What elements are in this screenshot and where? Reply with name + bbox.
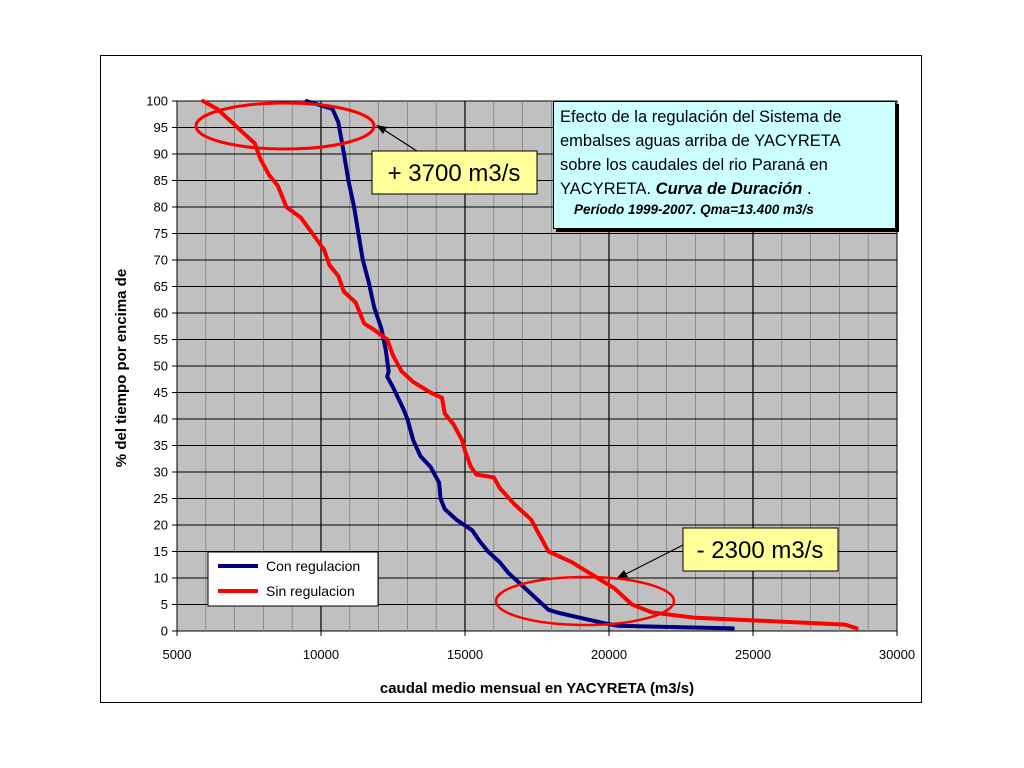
y-tick-label: 20 (154, 518, 168, 533)
y-tick-label: 30 (154, 465, 168, 480)
bottom-callout-text: - 2300 m3/s (697, 537, 824, 564)
x-axis-title: caudal medio mensual en YACYRETA (m3/s) (380, 680, 694, 697)
info-line-2: embalses aguas arriba de YACYRETA (560, 132, 841, 150)
info-line-4-emphasis: Curva de Duración (655, 180, 803, 198)
top-callout-arrowhead (376, 125, 387, 134)
y-tick-label: 95 (154, 120, 168, 135)
y-tick-label: 25 (154, 491, 168, 506)
info-line-3: sobre los caudales del rio Paraná en (560, 156, 828, 174)
info-line-4-suffix: . (802, 180, 812, 198)
series-line-sin-regulacion (200, 99, 859, 631)
y-tick-label: 85 (154, 173, 168, 188)
series-lines (200, 99, 859, 631)
top-callout-text: + 3700 m3/s (388, 160, 521, 187)
info-line-1: Efecto de la regulación del Sistema de (560, 108, 842, 126)
y-tick-label: 100 (146, 94, 168, 109)
y-tick-label: 65 (154, 279, 168, 294)
y-tick-label: 60 (154, 306, 168, 321)
y-tick-label: 55 (154, 332, 168, 347)
y-tick-label: 5 (161, 597, 168, 612)
info-line-4-prefix: YACYRETA. (560, 180, 656, 198)
x-axis-ticks: 5000 10000 15000 20000 25000 30000 (163, 631, 915, 662)
x-tick-label: 15000 (447, 647, 483, 662)
x-tick-label: 25000 (735, 647, 771, 662)
info-line-4: YACYRETA. Curva de Duración . (560, 177, 889, 201)
y-tick-label: 50 (154, 359, 168, 374)
x-tick-label: 20000 (591, 647, 627, 662)
top-callout-box (371, 150, 538, 195)
bottom-callout-box (682, 527, 839, 572)
info-period: Período 1999-2007. Qma=13.400 m3/s (574, 202, 814, 217)
y-tick-label: 80 (154, 200, 168, 215)
y-tick-label: 15 (154, 544, 168, 559)
series-line-con-regulacion (304, 99, 735, 631)
y-tick-label: 90 (154, 147, 168, 162)
top-highlight-ellipse (194, 101, 376, 151)
legend-label-sin: Sin regulacion (266, 583, 355, 599)
y-tick-label: 0 (161, 624, 168, 639)
x-tick-label: 30000 (879, 647, 915, 662)
y-axis-title: % del tiempo por encima de (113, 269, 130, 467)
bottom-callout-arrow (619, 544, 684, 578)
legend: Con regulacion Sin regulacion (207, 551, 379, 607)
x-tick-label: 10000 (303, 647, 339, 662)
legend-label-con: Con regulacion (266, 558, 360, 574)
y-tick-label: 35 (154, 438, 168, 453)
x-tick-label: 5000 (163, 647, 192, 662)
y-tick-label: 45 (154, 385, 168, 400)
y-axis-ticks: 0 5 10 15 20 25 30 35 40 45 50 55 60 65 70 75 80 85 90 95 10… (146, 94, 177, 639)
y-tick-label: 40 (154, 412, 168, 427)
y-tick-label: 10 (154, 571, 168, 586)
chart-info-box: Efecto de la regulación del Sistema de e… (553, 101, 896, 229)
y-tick-label: 75 (154, 226, 168, 241)
y-tick-label: 70 (154, 253, 168, 268)
legend-box (207, 551, 379, 607)
bottom-callout-arrowhead (617, 570, 628, 578)
bottom-highlight-ellipse (494, 575, 676, 627)
